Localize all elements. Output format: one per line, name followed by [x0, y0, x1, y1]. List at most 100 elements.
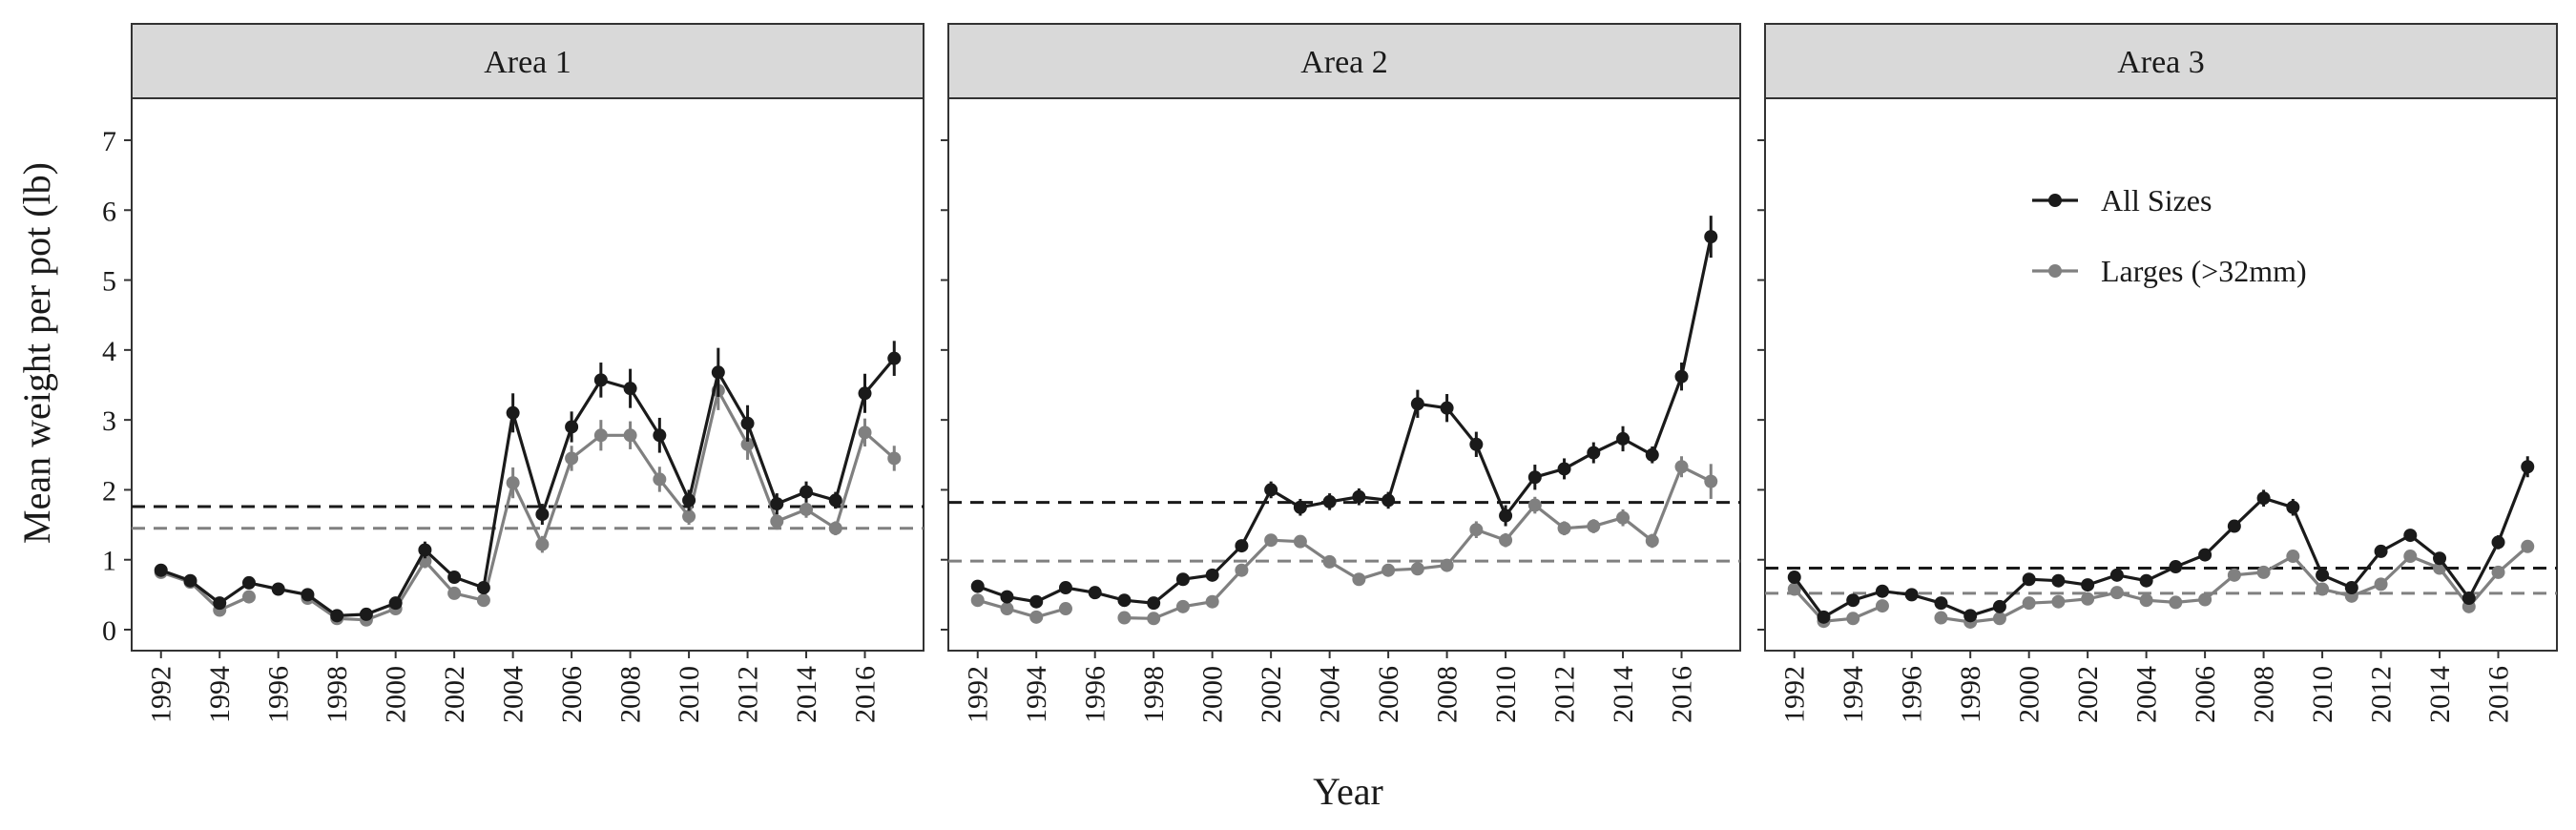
plot-frame	[131, 97, 924, 652]
data-point	[1352, 489, 1366, 504]
data-point	[506, 405, 520, 420]
x-axis-label: Year	[1313, 770, 1383, 813]
data-point	[2521, 460, 2535, 474]
data-point	[241, 575, 256, 590]
data-point	[418, 543, 432, 557]
x-tick-label: 1996	[1080, 666, 1111, 723]
x-tick-label: 1992	[1779, 666, 1811, 723]
data-point	[711, 365, 725, 380]
x-tick-label: 2014	[2424, 666, 2456, 723]
data-point	[1587, 446, 1601, 460]
data-point	[565, 451, 579, 466]
data-point	[388, 596, 403, 611]
data-point	[2051, 573, 2066, 588]
y-tick-label: 4	[102, 336, 116, 367]
y-tick-label: 2	[102, 475, 116, 507]
data-point	[1469, 437, 1484, 451]
data-point	[1264, 483, 1278, 497]
data-point	[1000, 602, 1014, 616]
series-all	[1787, 456, 2535, 624]
data-point	[213, 596, 227, 611]
y-tick-label: 6	[102, 196, 116, 227]
y-axis-label: Mean weight per pot (lb)	[15, 162, 58, 544]
data-point	[1645, 447, 1659, 462]
data-point	[1147, 612, 1161, 626]
x-tick-label: 2016	[2483, 666, 2515, 723]
data-point	[506, 476, 520, 490]
data-point	[800, 485, 814, 499]
panel-3: Area 3 1992 1994 1996 1998 2000 2002 2004 2006 20…	[1757, 23, 2558, 723]
panel-strip	[947, 23, 1741, 99]
data-point	[447, 571, 462, 585]
x-tick-label: 2012	[733, 666, 764, 723]
data-point	[1704, 474, 1718, 488]
data-point	[828, 493, 842, 508]
data-point	[1469, 523, 1484, 537]
data-point	[740, 416, 755, 430]
panel-title: Area 3	[2117, 45, 2205, 80]
y-tick-label: 7	[102, 126, 116, 157]
y-tick-label: 3	[102, 405, 116, 437]
data-point	[858, 386, 872, 401]
data-point	[1963, 609, 1978, 623]
legend: All Sizes Larges (>32mm)	[2032, 183, 2307, 288]
x-tick-label: 2004	[2131, 666, 2163, 723]
data-point	[1381, 493, 1396, 508]
data-point	[2491, 535, 2505, 550]
data-point	[1235, 563, 1249, 577]
data-point	[1322, 494, 1337, 508]
data-point	[1787, 571, 1801, 585]
data-point	[1557, 462, 1571, 476]
series-large	[970, 456, 1718, 626]
x-tick-label: 2000	[1197, 666, 1229, 723]
data-point	[447, 586, 462, 600]
data-point	[682, 493, 696, 508]
x-tick-label: 2002	[2072, 666, 2104, 723]
data-point	[682, 509, 696, 524]
data-point	[2169, 595, 2183, 610]
x-tick-label: 2010	[1490, 666, 1522, 723]
x-tick-label: 1994	[1838, 666, 1869, 723]
legend-label: All Sizes	[2101, 183, 2212, 218]
x-tick-label: 1996	[263, 666, 295, 723]
data-point	[887, 351, 902, 365]
data-point	[2403, 550, 2418, 564]
data-point	[2374, 577, 2388, 591]
data-point	[1029, 594, 1044, 609]
data-point	[2344, 581, 2358, 595]
x-tick-label: 2002	[439, 666, 470, 723]
x-tick-label: 2016	[1667, 666, 1698, 723]
data-point	[183, 573, 197, 588]
data-point	[2403, 529, 2418, 543]
data-point	[1645, 533, 1659, 548]
data-point	[770, 497, 784, 511]
data-point	[1322, 554, 1337, 569]
data-point	[2198, 548, 2212, 562]
panel-title: Area 2	[1300, 45, 1388, 80]
data-point	[1934, 596, 1948, 611]
data-point	[1846, 593, 1860, 608]
data-point	[2169, 560, 2183, 574]
data-point	[301, 588, 315, 602]
data-point	[1787, 582, 1801, 596]
data-point	[2081, 591, 2095, 606]
data-point	[1264, 533, 1278, 548]
data-point	[1992, 599, 2006, 613]
data-point	[1175, 599, 1190, 613]
x-tick-label: 2014	[1608, 666, 1639, 723]
data-point	[2316, 568, 2330, 582]
x-tick-label: 2004	[498, 666, 530, 723]
data-point	[1674, 460, 1689, 474]
data-point	[359, 607, 373, 621]
data-point	[241, 590, 256, 604]
x-tick-label: 1998	[322, 666, 353, 723]
x-tick-label: 2012	[2366, 666, 2398, 723]
x-tick-label: 2002	[1256, 666, 1287, 723]
data-point	[476, 581, 490, 595]
data-point	[828, 521, 842, 535]
data-point	[1117, 593, 1132, 608]
data-point	[770, 514, 784, 529]
x-tick-label: 1998	[1138, 666, 1170, 723]
x-tick-label: 1996	[1897, 666, 1928, 723]
data-point	[1527, 470, 1542, 485]
